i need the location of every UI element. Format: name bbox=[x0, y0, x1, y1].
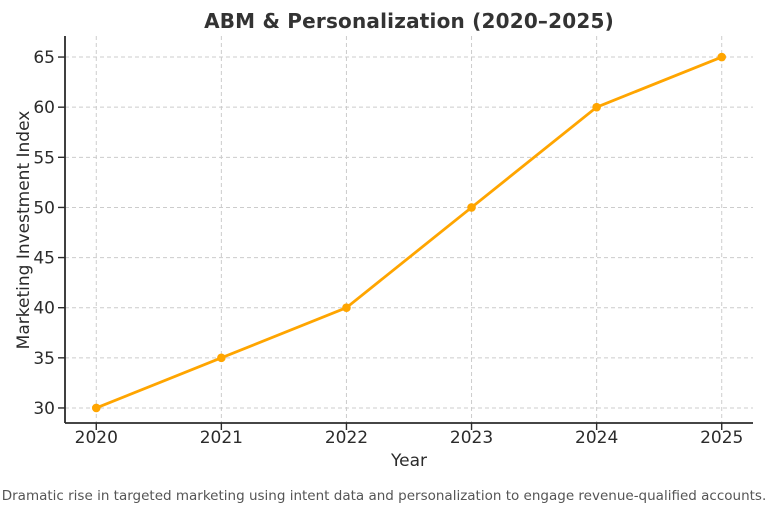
x-axis-label: Year bbox=[391, 451, 427, 471]
y-tick-label: 40 bbox=[33, 299, 55, 319]
y-tick-label: 30 bbox=[33, 399, 55, 419]
data-line bbox=[94, 55, 724, 410]
y-tick-label: 35 bbox=[33, 349, 55, 369]
y-tick-label: 60 bbox=[33, 98, 55, 118]
figure-caption: Dramatic rise in targeted marketing usin… bbox=[1, 488, 767, 504]
y-axis-label: Marketing Investment Index bbox=[14, 110, 34, 350]
x-tick-label: 2021 bbox=[200, 428, 243, 448]
x-tick-label: 2024 bbox=[575, 428, 618, 448]
y-tick-label: 55 bbox=[33, 148, 55, 168]
x-tick-label: 2025 bbox=[700, 428, 743, 448]
y-tick-label: 65 bbox=[33, 48, 55, 68]
data-point bbox=[592, 102, 601, 112]
x-tick-label: 2022 bbox=[325, 428, 368, 448]
y-tick-label: 45 bbox=[33, 249, 55, 269]
y-tick-label: 50 bbox=[33, 198, 55, 218]
chart-title: ABM & Personalization (2020–2025) bbox=[204, 9, 614, 33]
data-point bbox=[91, 403, 101, 413]
data-point bbox=[717, 52, 727, 62]
data-point bbox=[217, 353, 226, 363]
x-tick-label: 2020 bbox=[75, 428, 118, 448]
data-point bbox=[467, 203, 476, 212]
x-tick-label: 2023 bbox=[450, 428, 493, 448]
data-point bbox=[342, 303, 351, 313]
